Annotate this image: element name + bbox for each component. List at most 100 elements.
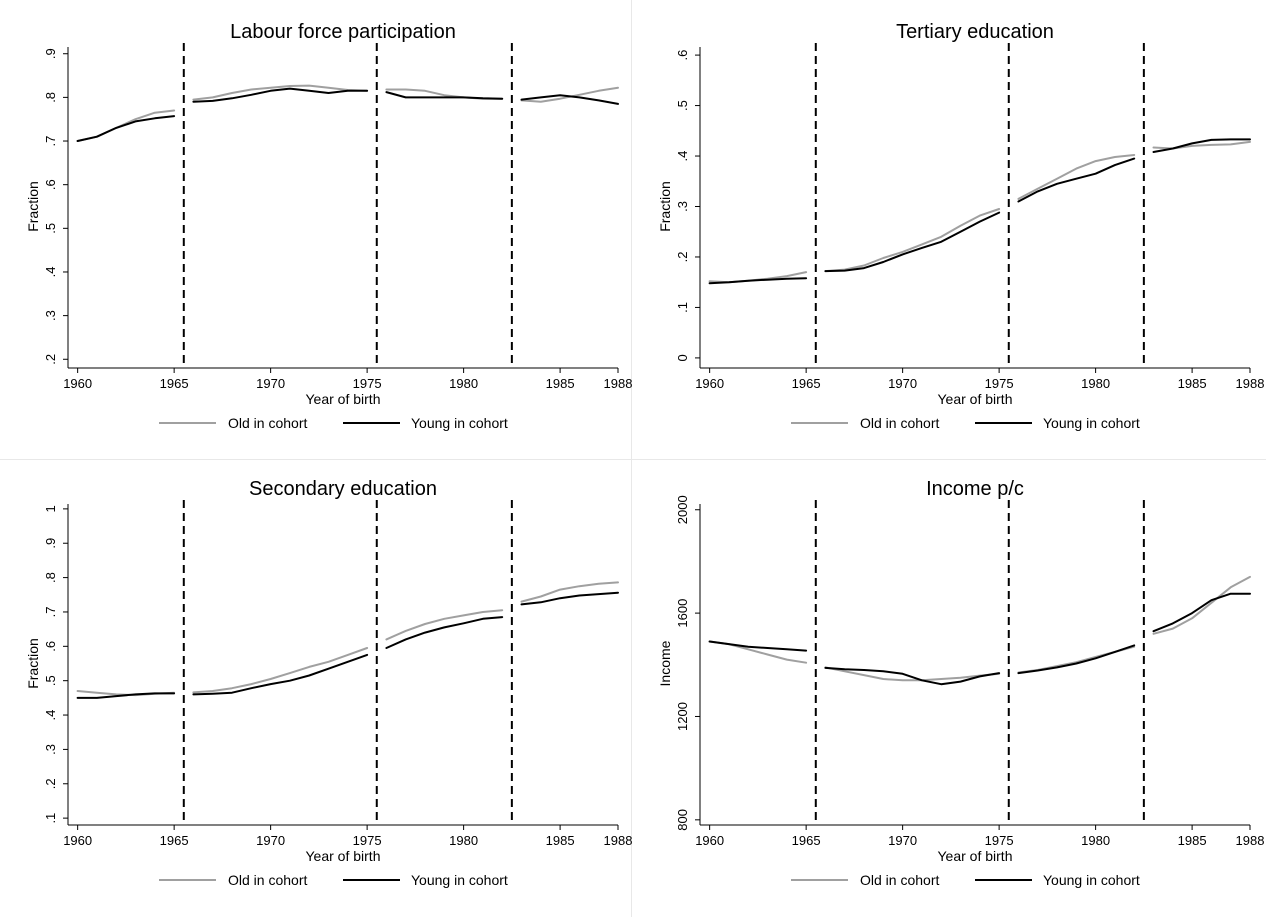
series-line-old bbox=[76, 109, 176, 142]
series-line-young bbox=[520, 94, 619, 105]
y-tick-label: .4 bbox=[43, 710, 58, 721]
series-line-old bbox=[1017, 154, 1136, 200]
y-tick-label: .1 bbox=[43, 813, 58, 824]
x-tick-label: 1965 bbox=[160, 833, 189, 848]
series-line-young bbox=[824, 211, 1001, 273]
series-line-young bbox=[385, 616, 504, 649]
x-tick-label: 1980 bbox=[449, 833, 478, 848]
series-line-young bbox=[1017, 157, 1136, 203]
panel-divider-horizontal bbox=[0, 459, 1266, 460]
legend-label-young: Young in cohort bbox=[1043, 415, 1140, 431]
legend-label-young: Young in cohort bbox=[411, 872, 508, 888]
legend-label-old: Old in cohort bbox=[228, 415, 307, 431]
chart-title: Labour force participation bbox=[230, 21, 456, 43]
x-tick-label: 1980 bbox=[1081, 833, 1110, 848]
y-tick-label: .6 bbox=[675, 50, 690, 61]
y-tick-label: .6 bbox=[43, 179, 58, 190]
series-line-young bbox=[192, 87, 369, 103]
x-tick-label: 1985 bbox=[1178, 833, 1207, 848]
y-tick-label: .9 bbox=[43, 538, 58, 549]
y-tick-label: .9 bbox=[43, 48, 58, 59]
series-line-old bbox=[708, 640, 808, 664]
y-tick-label: 1600 bbox=[675, 599, 690, 628]
y-tick-label: .3 bbox=[43, 744, 58, 755]
series-line-young bbox=[1152, 138, 1251, 153]
y-tick-label: 1 bbox=[43, 505, 58, 512]
x-axis-label: Year of birth bbox=[938, 848, 1013, 864]
x-tick-label: 1985 bbox=[546, 376, 575, 391]
y-tick-label: .8 bbox=[43, 92, 58, 103]
x-tick-label: 1970 bbox=[888, 376, 917, 391]
x-axis-label: Year of birth bbox=[306, 391, 381, 407]
legend-label-old: Old in cohort bbox=[860, 415, 939, 431]
panel-divider-vertical bbox=[631, 0, 632, 917]
y-tick-label: 2000 bbox=[675, 495, 690, 524]
series-line-young bbox=[824, 666, 1001, 686]
series-line-young bbox=[1017, 644, 1136, 675]
y-axis-label: Fraction bbox=[25, 638, 41, 689]
y-tick-label: .6 bbox=[43, 641, 58, 652]
x-axis-label: Year of birth bbox=[306, 848, 381, 864]
x-tick-label: 1980 bbox=[1081, 376, 1110, 391]
x-tick-label: 1980 bbox=[449, 376, 478, 391]
y-tick-label: .7 bbox=[43, 607, 58, 618]
y-tick-label: .7 bbox=[43, 136, 58, 147]
x-tick-label: 1965 bbox=[792, 376, 821, 391]
series-line-young bbox=[385, 91, 504, 100]
y-tick-label: .1 bbox=[675, 302, 690, 313]
x-tick-label: 1975 bbox=[353, 833, 382, 848]
y-tick-label: .5 bbox=[43, 675, 58, 686]
series-line-old bbox=[1152, 575, 1251, 635]
y-tick-label: .4 bbox=[43, 267, 58, 278]
y-axis-label: Fraction bbox=[657, 181, 673, 232]
chart-title: Tertiary education bbox=[896, 21, 1054, 43]
y-tick-label: .3 bbox=[675, 201, 690, 212]
series-line-old bbox=[192, 647, 369, 694]
x-tick-label: 1960 bbox=[695, 376, 724, 391]
y-tick-label: .3 bbox=[43, 310, 58, 321]
y-tick-label: .2 bbox=[43, 778, 58, 789]
x-tick-label: 1988 bbox=[604, 376, 633, 391]
series-line-old bbox=[385, 609, 504, 641]
x-tick-label: 1988 bbox=[604, 833, 633, 848]
x-tick-label: 1985 bbox=[546, 833, 575, 848]
series-line-old bbox=[192, 84, 369, 101]
x-tick-label: 1988 bbox=[1236, 833, 1265, 848]
legend-label-young: Young in cohort bbox=[411, 415, 508, 431]
x-tick-label: 1965 bbox=[160, 376, 189, 391]
chart-panel-1: Labour force participation 1960 1965 1970 19… bbox=[25, 21, 632, 431]
series-line-young bbox=[708, 277, 808, 285]
chart-panel-2: Tertiary education 1960 1965 1970 1975 1980 19… bbox=[657, 21, 1264, 431]
y-tick-label: .2 bbox=[675, 252, 690, 263]
x-axis-label: Year of birth bbox=[938, 391, 1013, 407]
series-line-young bbox=[708, 640, 808, 652]
series-line-old bbox=[1152, 140, 1251, 150]
series-line-young bbox=[76, 115, 176, 142]
series-line-young bbox=[520, 591, 619, 606]
x-tick-label: 1965 bbox=[792, 833, 821, 848]
legend-label-young: Young in cohort bbox=[1043, 872, 1140, 888]
y-tick-label: 800 bbox=[675, 809, 690, 831]
series-line-old bbox=[520, 581, 619, 603]
y-tick-label: .5 bbox=[675, 100, 690, 111]
chart-title: Income p/c bbox=[926, 478, 1024, 500]
y-tick-label: .8 bbox=[43, 572, 58, 583]
chart-panel-3: Secondary education 1960 1965 1970 1975 1980 1… bbox=[25, 478, 632, 888]
series-line-young bbox=[76, 692, 176, 699]
x-tick-label: 1975 bbox=[985, 376, 1014, 391]
series-line-young bbox=[192, 653, 369, 696]
chart-title: Secondary education bbox=[249, 478, 437, 500]
y-tick-label: .5 bbox=[43, 223, 58, 234]
chart-panel-4: Income p/c 1960 1965 1970 1975 1980 1985 1988 Ye… bbox=[657, 478, 1264, 888]
y-tick-label: .4 bbox=[675, 151, 690, 162]
x-tick-label: 1970 bbox=[256, 833, 285, 848]
series-line-young bbox=[1152, 592, 1251, 633]
y-axis-label: Fraction bbox=[25, 181, 41, 232]
series-line-old bbox=[520, 86, 619, 103]
series-line-old bbox=[824, 208, 1001, 273]
x-tick-label: 1975 bbox=[353, 376, 382, 391]
y-tick-label: .2 bbox=[43, 354, 58, 365]
x-tick-label: 1960 bbox=[695, 833, 724, 848]
x-tick-label: 1975 bbox=[985, 833, 1014, 848]
